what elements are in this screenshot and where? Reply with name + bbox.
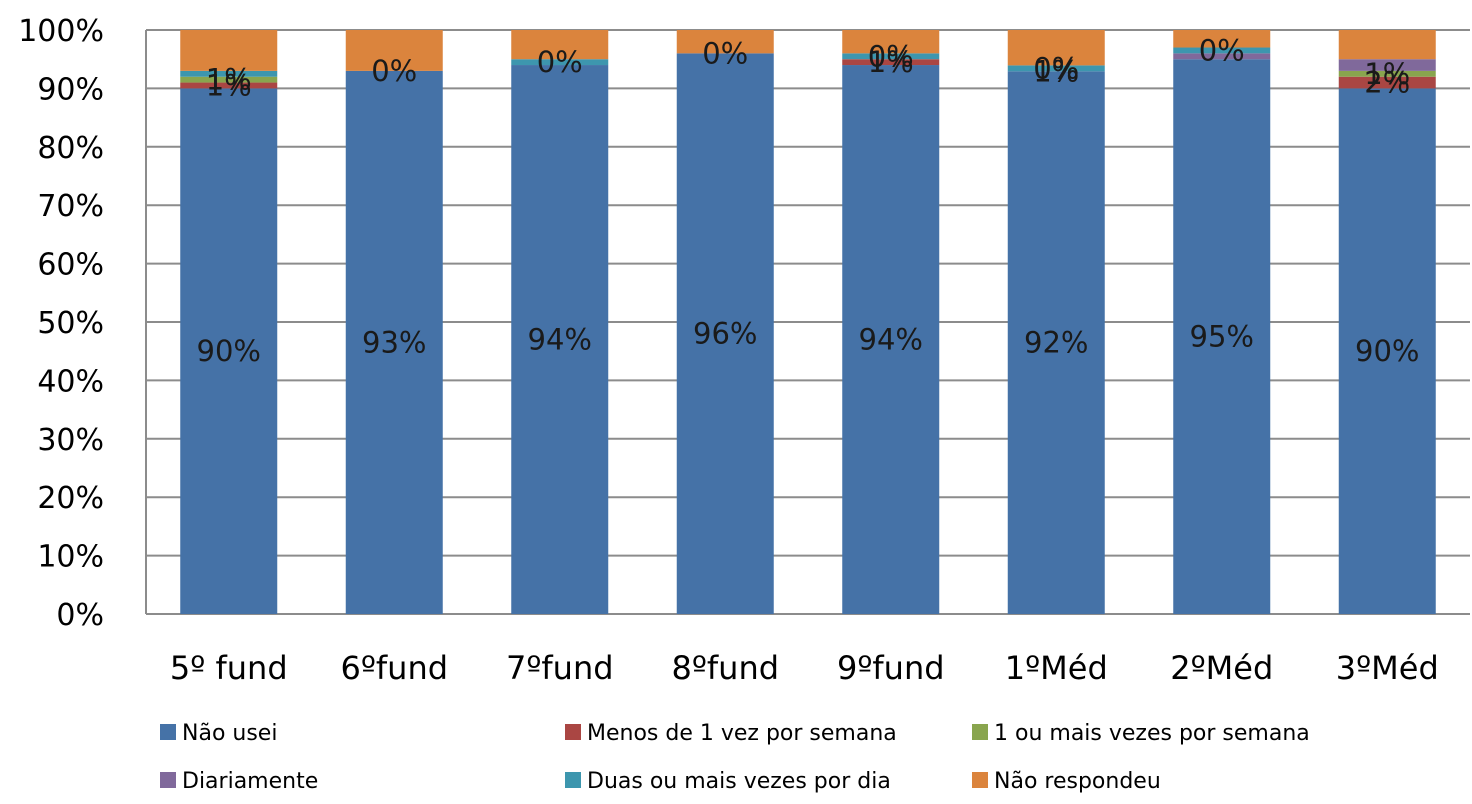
data-label: 0% — [702, 36, 748, 70]
gridlines — [146, 29, 1470, 615]
data-label: 0% — [371, 54, 417, 88]
data-label: 90% — [197, 334, 261, 368]
data-label: 1% — [868, 45, 914, 79]
y-tick-label: 0% — [56, 598, 104, 633]
data-label: 0% — [1033, 51, 1079, 85]
bar-segment — [1173, 53, 1271, 60]
bar-segment — [842, 30, 940, 54]
legend-label: Não usei — [182, 721, 277, 746]
data-label: 1% — [206, 63, 252, 97]
data-label: 95% — [1190, 320, 1254, 354]
bar-segment — [511, 30, 609, 60]
bar-segment — [676, 30, 774, 54]
legend-swatch — [565, 724, 581, 740]
legend-label: Duas ou mais vezes por dia — [587, 769, 891, 794]
y-axis: 0% 10% 20% 30% 40% 50% 60% 70% 80% 90% 100% — [18, 14, 147, 633]
bar-segment — [1338, 88, 1436, 614]
bar-segment — [1007, 65, 1105, 72]
bar-segment — [180, 82, 278, 89]
legend-label: Menos de 1 vez por semana — [587, 721, 897, 746]
data-label: 94% — [859, 323, 923, 357]
x-tick-label: 3ºMéd — [1336, 649, 1439, 687]
data-label: 0% — [868, 39, 914, 73]
data-label: 1% — [1033, 54, 1079, 88]
data-label: 0% — [537, 45, 583, 79]
data-label: 92% — [1024, 326, 1088, 360]
bar-segment — [511, 59, 609, 66]
bar-segment — [676, 53, 774, 615]
bar-segment — [1338, 30, 1436, 60]
bar-segment — [345, 30, 443, 71]
y-tick-label: 60% — [37, 248, 104, 283]
bar-segment — [842, 59, 940, 66]
bar-segment — [180, 88, 278, 614]
bar-segment — [345, 70, 443, 614]
bar-segment — [842, 65, 940, 615]
data-label: 0% — [1199, 33, 1245, 67]
data-label: 1% — [206, 68, 252, 102]
y-tick-label: 70% — [37, 189, 104, 224]
data-label: 90% — [1355, 334, 1419, 368]
data-labels: 90%1%1%93%0%94%0%96%0%94%1%0%92%1%0%95%0… — [197, 33, 1420, 368]
bar-segment — [180, 30, 278, 71]
bar-segment — [180, 70, 278, 77]
y-tick-label: 30% — [37, 423, 104, 458]
legend-swatch — [160, 772, 176, 788]
bar-segment — [1007, 71, 1105, 615]
legend-swatch — [972, 724, 988, 740]
bar-segment — [1173, 59, 1271, 614]
legend-swatch — [565, 772, 581, 788]
data-label: 94% — [528, 323, 592, 357]
bar-segment — [1173, 30, 1271, 48]
bar-segment — [1338, 70, 1436, 77]
legend-label: 1 ou mais vezes por semana — [994, 721, 1310, 746]
x-axis: 5º fund 6ºfund 7ºfund 8ºfund 9ºfund 1ºMéd 2ºMé… — [170, 649, 1439, 687]
data-label: 2% — [1364, 66, 1410, 100]
x-tick-label: 8ºfund — [671, 649, 779, 687]
y-tick-label: 90% — [37, 72, 104, 107]
legend-label: Não respondeu — [994, 769, 1161, 794]
y-tick-label: 100% — [18, 14, 104, 49]
bar-segment — [1338, 59, 1436, 71]
bars — [180, 30, 1436, 615]
bar-segment — [1338, 76, 1436, 89]
legend-label: Diariamente — [182, 769, 318, 794]
bar-segment — [842, 53, 940, 60]
x-tick-label: 5º fund — [170, 649, 288, 687]
bar-segment — [180, 76, 278, 83]
x-tick-label: 6ºfund — [340, 649, 448, 687]
y-tick-label: 40% — [37, 364, 104, 399]
legend-swatch — [972, 772, 988, 788]
bar-segment — [511, 65, 609, 615]
x-tick-label: 1ºMéd — [1005, 649, 1108, 687]
x-tick-label: 7ºfund — [506, 649, 614, 687]
y-tick-label: 50% — [37, 306, 104, 341]
data-label: 1% — [1364, 57, 1410, 91]
legend: Não usei Menos de 1 vez por semana 1 ou ma… — [160, 721, 1310, 794]
y-tick-label: 10% — [37, 540, 104, 575]
x-tick-label: 9ºfund — [837, 649, 945, 687]
x-tick-label: 2ºMéd — [1170, 649, 1273, 687]
legend-swatch — [160, 724, 176, 740]
data-label: 93% — [362, 325, 426, 359]
data-label: 96% — [693, 317, 757, 351]
bar-segment — [1007, 30, 1105, 66]
bar-segment — [1173, 47, 1271, 54]
y-tick-label: 20% — [37, 481, 104, 516]
y-tick-label: 80% — [37, 131, 104, 166]
